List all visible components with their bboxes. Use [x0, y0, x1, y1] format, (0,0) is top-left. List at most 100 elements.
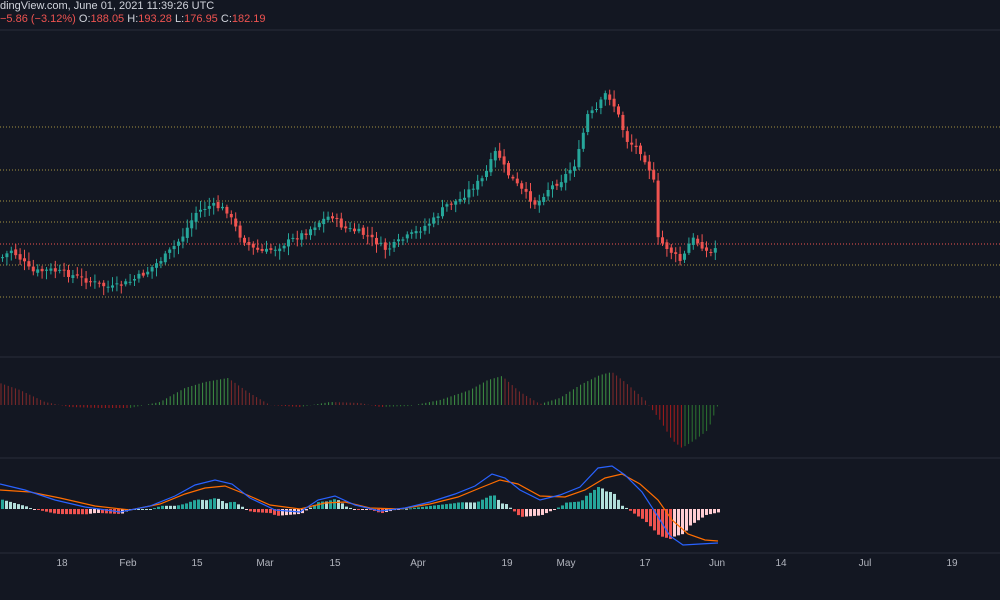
- macd-histogram-bar: [53, 509, 56, 514]
- candle-body: [141, 272, 145, 276]
- macd-histogram-bar: [205, 500, 208, 509]
- macd-histogram-bar: [445, 504, 448, 509]
- macd-histogram-bar: [585, 495, 588, 509]
- candle-body: [203, 208, 207, 210]
- macd-histogram-bar: [549, 509, 552, 512]
- macd-histogram-bar: [693, 509, 696, 523]
- candle-body: [696, 238, 700, 244]
- macd-histogram-bar: [601, 488, 604, 509]
- candle-body: [31, 266, 35, 272]
- candle-body: [370, 234, 374, 238]
- macd-histogram-bar: [653, 509, 656, 531]
- candle-body: [700, 242, 704, 249]
- candle-body: [67, 269, 70, 277]
- macd-histogram-bar: [281, 509, 284, 516]
- candle-body: [388, 248, 392, 250]
- macd-histogram-bar: [333, 499, 336, 509]
- candle-body: [577, 149, 581, 168]
- macd-histogram-bar: [89, 509, 92, 514]
- x-tick-label: Mar: [256, 558, 274, 569]
- x-tick-label: 15: [329, 558, 341, 569]
- candle-body: [128, 281, 132, 283]
- macd-histogram-bar: [645, 509, 648, 523]
- macd-histogram-bar: [657, 509, 660, 535]
- candle-body: [243, 237, 246, 243]
- macd-histogram-bar: [557, 507, 560, 509]
- candle-body: [397, 239, 400, 242]
- macd-histogram-bar: [37, 509, 40, 510]
- macd-histogram-bar: [365, 509, 368, 510]
- candle-body: [507, 163, 510, 176]
- candle-body: [150, 267, 154, 272]
- macd-histogram-bar: [149, 509, 152, 510]
- candle-body: [401, 239, 405, 241]
- candle-body: [124, 281, 128, 285]
- candle-body: [27, 261, 31, 267]
- macd-histogram-bar: [709, 509, 712, 515]
- macd-histogram-bar: [717, 509, 720, 513]
- candle-body: [375, 237, 378, 245]
- macd-histogram-bar: [561, 505, 564, 509]
- macd-histogram-bar: [33, 509, 36, 510]
- candle-body: [603, 93, 607, 100]
- candle-body: [485, 170, 488, 178]
- candle-body: [568, 170, 572, 174]
- candle-body: [533, 200, 537, 205]
- candle-body: [80, 276, 84, 278]
- open-label: O:: [78, 13, 91, 25]
- candle-body: [172, 246, 176, 250]
- x-tick-label: 14: [775, 558, 787, 569]
- candle-body: [511, 176, 515, 179]
- macd-histogram-bar: [273, 509, 276, 515]
- x-tick-label: Feb: [119, 558, 137, 569]
- candle-body: [331, 216, 334, 219]
- candle-body: [251, 243, 255, 248]
- candle-body: [608, 94, 612, 100]
- candle-body: [419, 231, 422, 233]
- macd-histogram-bar: [305, 509, 308, 511]
- candle-body: [89, 281, 92, 283]
- macd-histogram-bar: [233, 501, 236, 509]
- macd-histogram-bar: [637, 509, 640, 517]
- candle-body: [661, 237, 664, 244]
- candle-body: [168, 249, 172, 253]
- macd-histogram-bar: [337, 500, 340, 509]
- candle-body: [115, 283, 119, 285]
- candle-body: [97, 282, 101, 284]
- candle-body: [643, 155, 647, 163]
- macd-histogram-bar: [257, 509, 260, 513]
- macd-histogram-bar: [265, 509, 268, 513]
- candle-body: [93, 281, 97, 283]
- candle-body: [36, 269, 40, 273]
- macd-histogram-bar: [509, 507, 512, 509]
- candle-body: [353, 228, 356, 232]
- macd-histogram-bar: [437, 505, 440, 509]
- candle-body: [300, 233, 304, 240]
- macd-histogram-bar: [73, 509, 76, 515]
- candle-body: [199, 209, 202, 212]
- candle-body: [498, 150, 502, 158]
- candle-body: [265, 248, 268, 252]
- macd-histogram-bar: [681, 509, 684, 535]
- macd-histogram-bar: [261, 509, 264, 513]
- candle-body: [436, 216, 440, 218]
- symbol-header: dingView.com, June 01, 2021 11:39:26 UTC…: [0, 0, 1000, 25]
- source-timestamp: dingView.com, June 01, 2021 11:39:26 UTC: [0, 0, 215, 12]
- candle-body: [427, 223, 431, 226]
- macd-histogram-bar: [165, 505, 168, 509]
- candle-body: [273, 249, 277, 251]
- candle-body: [480, 178, 484, 182]
- macd-histogram-bar: [101, 509, 104, 514]
- candle-body: [366, 235, 370, 237]
- candle-body: [190, 220, 194, 229]
- candle-body: [410, 232, 414, 234]
- candle-body: [238, 225, 242, 238]
- macd-histogram-bar: [685, 509, 688, 531]
- macd-histogram-bar: [209, 499, 212, 509]
- macd-histogram-bar: [17, 504, 20, 509]
- macd-histogram-bar: [45, 509, 48, 512]
- candle-body: [630, 142, 634, 145]
- candle-body: [216, 202, 220, 209]
